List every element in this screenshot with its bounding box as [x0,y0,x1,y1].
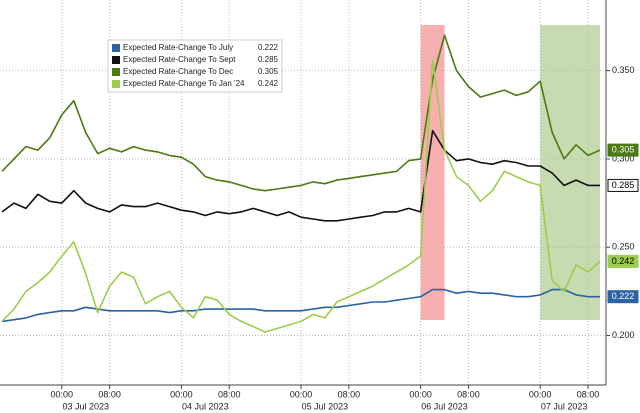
x-tick-label: 00:00 [170,389,193,399]
legend-value: 0.285 [258,55,279,64]
legend-label: Expected Rate-Change To July [123,43,233,52]
x-group-label: 04 Jul 2023 [182,401,229,411]
legend-swatch [112,68,120,76]
x-group-label: 03 Jul 2023 [62,401,109,411]
highlight-region [420,25,445,320]
last-value-tag: 0.285 [607,178,639,192]
series-line [1,59,601,333]
last-value-tag: 0.242 [607,254,639,268]
x-tick-label: 00:00 [409,389,432,399]
legend: Expected Rate-Change To July 0.222 Expecte… [107,39,283,93]
x-tick-label: 00:00 [51,389,74,399]
series-line [1,34,601,192]
y-tick-label: 0.200 [612,330,635,340]
legend-value: 0.242 [258,79,279,88]
x-tick-label: 08:00 [98,389,121,399]
series-line [1,129,600,222]
last-value-label: 0.242 [612,256,635,266]
last-value-tag: 0.305 [607,143,639,157]
legend-swatch [112,44,120,52]
y-tick-label: 0.250 [612,242,635,252]
x-tick-label: 00:00 [529,389,552,399]
x-tick-label: 08:00 [577,389,600,399]
x-group-label: 06 Jul 2023 [421,401,468,411]
last-value-label: 0.222 [612,291,635,301]
last-value-box [607,254,639,268]
y-tick-label: 0.300 [612,153,635,163]
x-tick-label: 08:00 [338,389,361,399]
last-value-label: 0.285 [612,180,635,190]
y-tick-label: 0.350 [612,65,635,75]
last-value-box [607,143,639,157]
legend-swatch [112,56,120,64]
x-tick-label: 08:00 [218,389,241,399]
last-value-box [607,178,639,192]
legend-box [107,39,283,93]
legend-value: 0.305 [258,67,279,76]
x-group-label: 05 Jul 2023 [302,401,349,411]
x-tick-label: 08:00 [457,389,480,399]
legend-label: Expected Rate-Change To Jan '24 [123,79,245,88]
last-value-label: 0.305 [612,144,635,154]
x-tick-label: 00:00 [290,389,313,399]
legend-swatch [112,80,120,88]
series-line [1,288,600,323]
last-value-tag: 0.222 [607,290,639,304]
highlight-region [540,25,600,320]
legend-label: Expected Rate-Change To Sept [123,55,236,64]
legend-label: Expected Rate-Change To Dec [123,67,233,76]
last-value-box [607,290,639,304]
legend-value: 0.222 [258,43,279,52]
x-group-label: 07 Jul 2023 [541,401,588,411]
